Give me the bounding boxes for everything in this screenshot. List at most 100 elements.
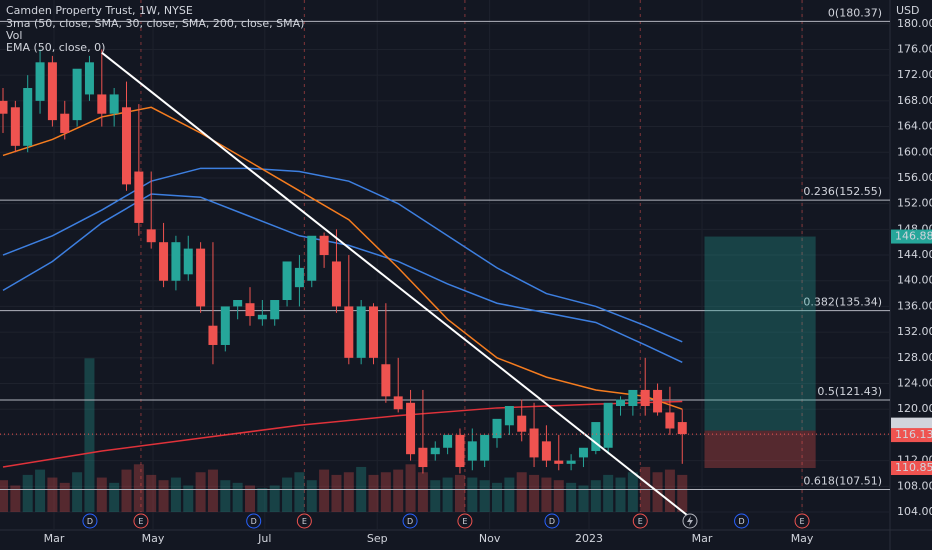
x-tick-label: 2023 — [575, 532, 603, 545]
candle-body — [10, 107, 20, 146]
volume-bar — [566, 482, 577, 512]
candle-body — [517, 415, 527, 432]
candle-body — [122, 107, 132, 185]
candle-body — [60, 113, 70, 133]
candle-body — [84, 62, 94, 95]
y-tick-label: 180.00 — [897, 17, 932, 30]
volume-bar — [158, 480, 169, 512]
candle-body — [270, 300, 280, 320]
volume-bar — [72, 472, 83, 512]
volume-bar — [627, 472, 638, 512]
price-badge-label: 116.13 — [895, 428, 932, 441]
candle-body — [307, 235, 317, 281]
y-tick-label: 120.00 — [897, 402, 932, 415]
event-label: D — [87, 517, 93, 526]
candle-body — [529, 428, 539, 458]
volume-bar — [96, 477, 107, 512]
y-tick-label: 140.00 — [897, 274, 932, 287]
candle-body — [492, 418, 502, 439]
volume-bar — [183, 485, 194, 512]
event-label: D — [738, 517, 744, 526]
volume-bar — [417, 472, 428, 512]
candle-body — [616, 399, 626, 407]
candle-body — [319, 235, 329, 256]
volume-bar — [282, 477, 293, 512]
fib-label: 0.618(107.51) — [803, 474, 882, 487]
volume-bar — [84, 358, 95, 512]
volume-bar — [109, 482, 120, 512]
x-tick-label: Sep — [367, 532, 388, 545]
volume-bar — [516, 472, 527, 512]
candle-body — [171, 242, 181, 281]
volume-bar — [368, 474, 379, 512]
candle-body — [356, 306, 366, 358]
fib-label: 0.5(121.43) — [817, 385, 882, 398]
x-tick-label: May — [142, 532, 165, 545]
axes: 104.00108.00112.00116.00120.00124.00128.… — [44, 17, 932, 545]
lightning-icon — [687, 516, 693, 526]
volume-bar — [269, 485, 280, 512]
candle-body — [566, 460, 576, 464]
candle-body — [504, 406, 514, 426]
y-tick-label: 132.00 — [897, 325, 932, 338]
event-marker — [246, 513, 262, 529]
candle-body — [233, 300, 243, 307]
volume-bar — [393, 469, 404, 512]
fib-label: 0.382(135.34) — [803, 296, 882, 309]
event-label: E — [302, 517, 307, 526]
x-tick-label: Jul — [257, 532, 271, 545]
candle-body — [603, 402, 613, 448]
candle-body — [628, 389, 638, 407]
y-tick-label: 136.00 — [897, 299, 932, 312]
volume-bar — [195, 472, 206, 512]
volume-bar — [22, 474, 33, 512]
y-tick-label: 168.00 — [897, 94, 932, 107]
candle-body — [134, 171, 144, 223]
volume-bar — [294, 472, 305, 512]
volume-bar — [121, 469, 132, 512]
candle-body — [541, 441, 551, 461]
candle-body — [159, 242, 169, 281]
trendline — [101, 51, 691, 518]
volume-bar — [541, 477, 552, 512]
y-tick-label: 108.00 — [897, 479, 932, 492]
y-tick-label: 160.00 — [897, 145, 932, 158]
y-tick-label: 144.00 — [897, 248, 932, 261]
candle-body — [282, 261, 292, 301]
candle-body — [196, 248, 206, 307]
profit-zone — [704, 236, 816, 431]
volume-bar — [245, 485, 256, 512]
candle-body — [257, 314, 267, 320]
x-tick-label: Mar — [44, 532, 65, 545]
event-marker — [402, 513, 418, 529]
price-badge — [891, 461, 932, 476]
candle-body — [109, 94, 119, 114]
volume-bar — [220, 480, 231, 512]
volume-bar — [492, 482, 503, 512]
volume-bar — [146, 474, 157, 512]
loss-zone — [704, 430, 816, 469]
candle-body — [208, 325, 218, 345]
volume-bar — [615, 477, 626, 512]
event-label: E — [638, 517, 643, 526]
event-marker — [82, 513, 98, 529]
candle-body — [455, 434, 465, 468]
legend-entry: Vol — [6, 29, 22, 42]
candle-body — [418, 447, 428, 468]
candle-body — [591, 422, 601, 451]
volume-bar — [0, 480, 9, 512]
event-label: E — [462, 517, 467, 526]
candle-body — [369, 306, 379, 358]
price-badge-label: 116.67 — [895, 418, 932, 431]
x-tick-label: Mar — [692, 532, 713, 545]
legend-entry: 3ma (50, close, SMA, 30, close, SMA, 200… — [6, 17, 304, 30]
event-marker — [794, 513, 810, 529]
y-tick-label: 152.00 — [897, 197, 932, 210]
candle-body — [47, 62, 57, 121]
volume-bar — [170, 477, 181, 512]
y-tick-label: 104.00 — [897, 505, 932, 518]
volume-bar — [380, 472, 391, 512]
volume-bar — [467, 477, 478, 512]
candle-body — [578, 447, 588, 458]
